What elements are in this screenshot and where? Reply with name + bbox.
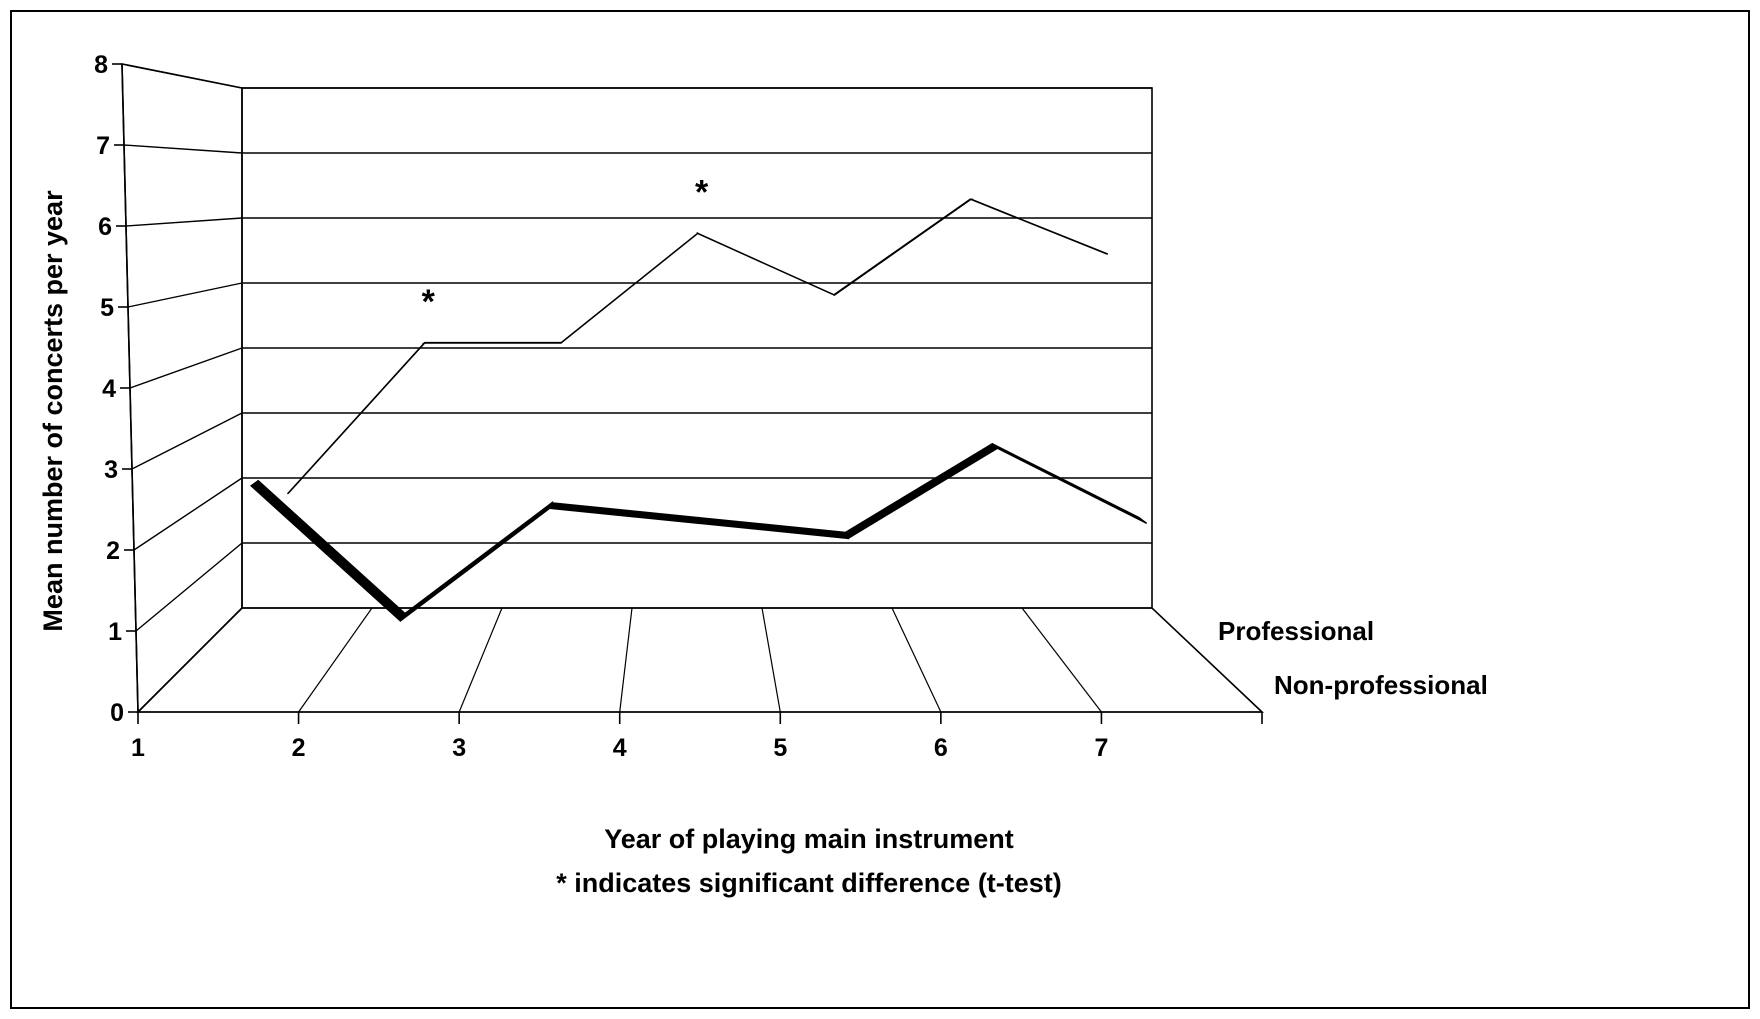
series-layer: Professional Non-professional * * — [249, 173, 1488, 700]
series-segment — [991, 443, 1148, 524]
series-segment — [697, 516, 850, 540]
series-non-professional — [249, 442, 1148, 623]
footnote: * indicates significant difference (t-te… — [556, 868, 1062, 898]
y-tick-label: 6 — [98, 213, 112, 241]
significance-marker: * — [695, 173, 709, 211]
y-tick-label: 1 — [108, 618, 122, 646]
y-tick-label: 2 — [106, 537, 120, 565]
x-depth-line — [298, 607, 373, 713]
series-segment — [249, 479, 406, 623]
gridline-side — [123, 144, 243, 154]
series-professional — [286, 198, 1109, 495]
y-tick-label: 7 — [96, 132, 110, 160]
series-segment — [832, 198, 974, 296]
series-segment — [399, 500, 554, 622]
x-tick-label: 4 — [613, 734, 627, 762]
chart-walls — [121, 63, 1265, 714]
x-depth-line — [458, 607, 503, 713]
floor — [136, 607, 1265, 713]
side-wall — [121, 63, 243, 714]
series-segment — [548, 502, 700, 525]
x-depth-line — [761, 607, 781, 713]
y-tick-label: 8 — [94, 51, 108, 79]
gridlines — [121, 63, 1152, 632]
gridline-side — [129, 347, 243, 389]
x-tick-label: 7 — [1094, 734, 1108, 762]
labels: Year of playing main instrument * indica… — [38, 190, 1062, 898]
significance-marker: * — [422, 283, 436, 321]
series-segment — [696, 232, 835, 296]
y-tick-label: 5 — [100, 294, 114, 322]
series-segment — [286, 341, 426, 495]
x-depth-line — [891, 607, 942, 713]
series-segment — [560, 232, 699, 344]
x-depth-line — [137, 607, 243, 713]
gridline-side — [133, 477, 243, 551]
gridline-side — [125, 217, 243, 227]
x-axis-label: Year of playing main instrument — [604, 824, 1014, 854]
y-tick-label: 4 — [102, 375, 116, 403]
y-tick-label: 3 — [104, 456, 118, 484]
legend-label: Non-professional — [1274, 670, 1488, 700]
x-depth-line — [619, 607, 633, 713]
x-tick-label: 6 — [934, 734, 948, 762]
gridline-side — [135, 542, 243, 632]
gridline-side — [127, 282, 243, 308]
y-axis-label: Mean number of concerts per year — [38, 190, 68, 632]
x-tick-label: 2 — [292, 734, 306, 762]
x-tick-label: 3 — [452, 734, 466, 762]
x-depth-line — [1021, 607, 1102, 713]
series-segment — [844, 442, 999, 540]
y-axis-line — [121, 63, 139, 713]
x-tick-label: 5 — [773, 734, 787, 762]
series-segment — [969, 198, 1109, 255]
gridline-side — [131, 412, 243, 470]
y-tick-label: 0 — [110, 699, 124, 727]
gridline-side — [121, 63, 243, 89]
legend-label: Professional — [1218, 616, 1374, 646]
x-tick-label: 1 — [131, 734, 145, 762]
series-segment — [421, 341, 563, 344]
